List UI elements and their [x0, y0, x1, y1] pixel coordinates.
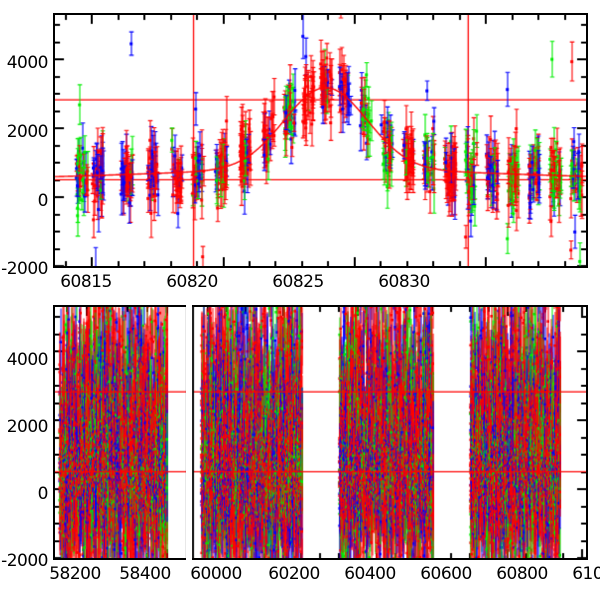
bottom-ytick-label-4000: 4000: [6, 350, 49, 370]
top-xtick-label-60825: 60825: [272, 272, 324, 292]
bottom-plot-frame: [53, 305, 588, 560]
top-xtick-label-60815: 60815: [60, 272, 112, 292]
top-ytick-label-2000: 2000: [6, 122, 49, 142]
bottom-xtick-label-60400: 60400: [344, 564, 396, 584]
bottom-ytick-label-0: 0: [37, 484, 49, 504]
bottom-xtick-label-58200: 58200: [49, 564, 101, 584]
top-xtick-label-60820: 60820: [166, 272, 218, 292]
bottom-ytick-label-minus2000: -2000: [1, 551, 48, 571]
bottom-xtick-label-58400: 58400: [119, 564, 171, 584]
bottom-xtick-label-60800: 60800: [496, 564, 548, 584]
bottom-ytick-label-2000: 2000: [6, 417, 49, 437]
top-ytick-label-4000: 4000: [6, 53, 49, 73]
top-plot-canvas: [55, 15, 586, 266]
top-xtick-label-60830: 60830: [378, 272, 430, 292]
top-ytick-label-minus2000: -2000: [1, 259, 48, 279]
bottom-xtick-label-60000: 60000: [190, 564, 242, 584]
bottom-xtick-label-61000: 61000: [572, 564, 600, 584]
bottom-xtick-label-60600: 60600: [420, 564, 472, 584]
bottom-plot-canvas: [55, 307, 586, 558]
top-ytick-label-0: 0: [37, 191, 49, 211]
top-plot-frame: [53, 13, 588, 268]
bottom-panel: 4000 2000 0 -2000 58200 58400 60000 6020…: [0, 300, 600, 600]
axis-break-gap: [186, 304, 192, 562]
bottom-xtick-label-60200: 60200: [268, 564, 320, 584]
top-panel: 4000 2000 0 -2000 60815 60820 60825 6083…: [1, 13, 588, 292]
